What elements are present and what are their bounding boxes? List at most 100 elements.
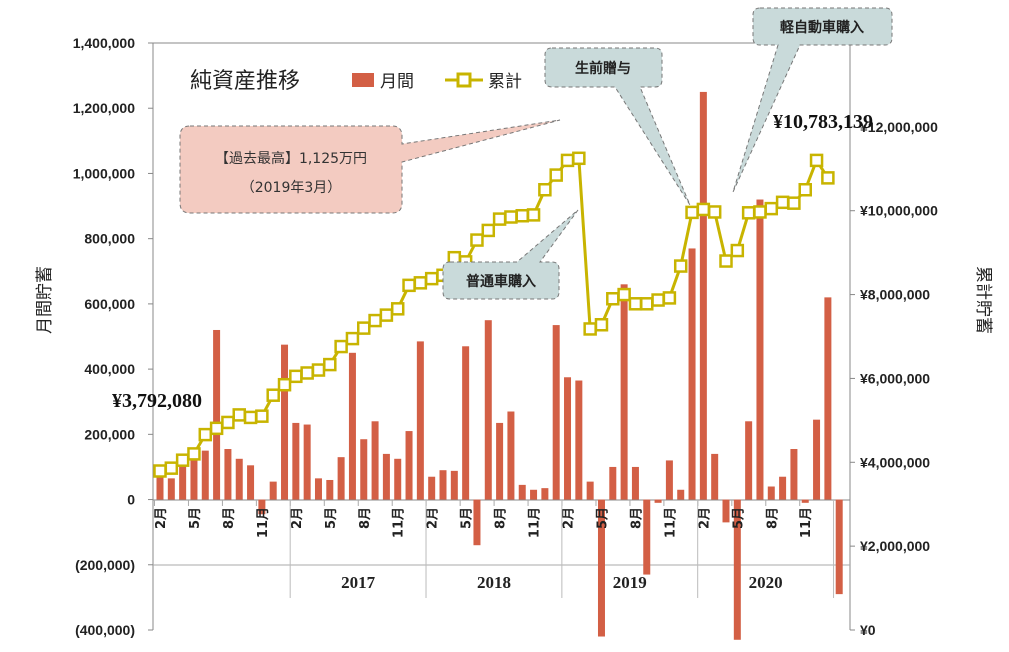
monthly-bar bbox=[303, 424, 311, 500]
cumulative-marker bbox=[651, 293, 665, 307]
cumulative-marker bbox=[617, 287, 631, 302]
cumulative-marker bbox=[209, 421, 224, 436]
monthly-bar bbox=[530, 489, 538, 500]
start-value-label: ¥3,792,080 bbox=[112, 390, 202, 412]
month-label: 8月 bbox=[629, 507, 644, 529]
cumulative-marker bbox=[424, 271, 439, 286]
year-labels: 2017 2018 2019 2020 bbox=[341, 573, 783, 592]
cumulative-marker bbox=[798, 183, 812, 197]
cumulative-marker bbox=[662, 291, 677, 305]
month-label: 11月 bbox=[256, 507, 271, 538]
cumulative-marker bbox=[379, 308, 394, 322]
cumulative-marker bbox=[515, 208, 529, 223]
monthly-bar bbox=[348, 352, 356, 500]
cumulative-marker bbox=[300, 366, 314, 380]
cumulative-marker bbox=[741, 206, 756, 220]
left-tick-label: (200,000) bbox=[75, 557, 135, 573]
cumulative-marker bbox=[402, 278, 416, 293]
cumulative-marker bbox=[560, 153, 575, 168]
monthly-bar bbox=[507, 411, 515, 500]
monthly-bar bbox=[201, 450, 209, 500]
monthly-bar bbox=[609, 466, 617, 500]
legend: 月間 累計 bbox=[352, 72, 522, 92]
month-label: 2月 bbox=[562, 507, 577, 529]
cumulative-marker bbox=[368, 313, 382, 328]
gridlines bbox=[148, 42, 855, 631]
cumulative-marker bbox=[164, 461, 179, 475]
left-tick-label: 200,000 bbox=[84, 426, 135, 442]
cumulative-marker bbox=[504, 210, 518, 224]
year-label: 2020 bbox=[749, 573, 783, 592]
monthly-bar bbox=[394, 458, 402, 500]
monthly-bar bbox=[813, 419, 821, 500]
monthly-bar bbox=[473, 499, 481, 546]
monthly-bar bbox=[416, 341, 424, 500]
monthly-bar bbox=[711, 453, 719, 500]
month-labels: 2月 5月 8月 11月 2月 5月 8月 11月 2月 5月 8月 11月 2月 5月 8月 11月 2月 5月… bbox=[154, 500, 814, 538]
monthly-bar bbox=[575, 380, 583, 500]
cumulative-marker bbox=[243, 410, 258, 425]
monthly-bar bbox=[699, 91, 707, 500]
left-tick-label: 0 bbox=[127, 492, 135, 508]
monthly-bar bbox=[688, 248, 696, 500]
cumulative-marker bbox=[640, 297, 654, 311]
record-high-date: （2019年3月） bbox=[241, 180, 342, 196]
monthly-bar bbox=[292, 422, 300, 500]
left-tick-label: (400,000) bbox=[75, 622, 135, 638]
monthly-bar bbox=[643, 499, 651, 575]
monthly-bar bbox=[790, 449, 798, 500]
right-tick-label: ¥4,000,000 bbox=[860, 454, 930, 470]
monthly-bar bbox=[269, 481, 277, 500]
cumulative-marker bbox=[175, 453, 190, 467]
left-tick-label: 800,000 bbox=[84, 231, 135, 247]
right-tick-label: ¥6,000,000 bbox=[860, 370, 930, 386]
legend-label-monthly: 月間 bbox=[380, 72, 414, 92]
monthly-bar bbox=[337, 457, 345, 500]
monthly-bars bbox=[156, 91, 843, 640]
monthly-bar bbox=[462, 346, 470, 500]
monthly-bar bbox=[213, 329, 221, 500]
monthly-bar bbox=[756, 199, 764, 500]
cumulative-marker bbox=[673, 259, 688, 273]
cumulative-marker bbox=[323, 357, 337, 372]
normal-car-text: 普通車購入 bbox=[466, 273, 536, 290]
month-label: 5月 bbox=[595, 507, 610, 529]
month-label: 8月 bbox=[358, 507, 373, 529]
monthly-bar bbox=[382, 453, 390, 500]
monthly-bar bbox=[518, 484, 526, 500]
monthly-bar bbox=[631, 466, 639, 500]
cumulative-marker bbox=[345, 331, 360, 346]
year-label: 2019 bbox=[613, 573, 647, 592]
cumulative-marker bbox=[730, 243, 745, 258]
year-separators bbox=[289, 500, 835, 598]
cumulative-marker bbox=[390, 302, 405, 316]
right-tick-label: ¥0 bbox=[860, 622, 876, 638]
month-label: 5月 bbox=[324, 507, 339, 529]
monthly-bar bbox=[405, 431, 413, 500]
normal-car-callout: 普通車購入 bbox=[442, 209, 579, 300]
monthly-bar bbox=[326, 479, 334, 500]
gift-text: 生前贈与 bbox=[575, 60, 631, 77]
cumulative-marker bbox=[572, 151, 586, 166]
right-axis-ticks: ¥0 ¥2,000,000 ¥4,000,000 ¥6,000,000 ¥8,000,0… bbox=[860, 119, 938, 638]
monthly-bar bbox=[247, 465, 255, 500]
month-label: 2月 bbox=[426, 507, 441, 529]
monthly-bar bbox=[835, 499, 843, 595]
monthly-bar bbox=[167, 478, 175, 500]
monthly-bar bbox=[179, 460, 187, 500]
left-tick-label: 1,200,000 bbox=[73, 100, 135, 116]
left-tick-label: 400,000 bbox=[84, 361, 135, 377]
cumulative-marker bbox=[153, 464, 167, 478]
month-label: 2月 bbox=[697, 507, 712, 529]
month-label: 5月 bbox=[731, 507, 746, 529]
month-label: 8月 bbox=[222, 507, 237, 529]
monthly-bar bbox=[258, 499, 266, 515]
cumulative-marker bbox=[277, 377, 292, 392]
month-label: 8月 bbox=[494, 507, 509, 529]
cumulative-marker bbox=[255, 409, 269, 423]
year-label: 2018 bbox=[477, 573, 511, 592]
cumulative-marker bbox=[232, 408, 246, 422]
month-label: 5月 bbox=[460, 507, 475, 529]
light-car-text: 軽自動車購入 bbox=[780, 19, 864, 36]
